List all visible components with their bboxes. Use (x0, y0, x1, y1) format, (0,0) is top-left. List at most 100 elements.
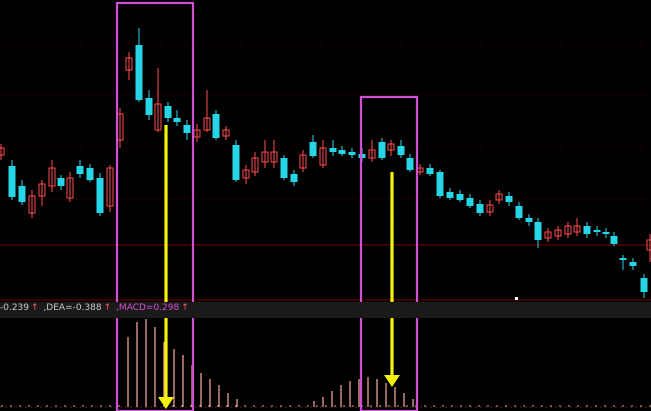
dif-arrow-icon: ↑ (31, 303, 39, 313)
candle-9 (86, 164, 94, 182)
candle-50 (486, 200, 494, 216)
candle-47 (456, 190, 464, 202)
arrow-0 (158, 125, 174, 409)
candle-17 (164, 102, 172, 122)
candle-body (534, 222, 542, 240)
candle-56 (544, 228, 552, 242)
macd-histogram (1, 319, 651, 407)
dea-arrow-icon: ↑ (103, 303, 112, 313)
candle-body (232, 145, 240, 180)
candle-58 (564, 222, 572, 238)
highlight-box-0 (115, 1, 195, 411)
candle-63 (610, 232, 618, 246)
macd-arrow-icon: ↑ (181, 303, 189, 313)
candle-body (173, 118, 181, 122)
highlight-box-1 (359, 95, 419, 411)
candle-body (135, 45, 143, 100)
candle-body (212, 114, 220, 138)
candle-24 (232, 140, 240, 182)
candle-40 (387, 140, 395, 156)
candle-body (338, 150, 346, 154)
candle-body (290, 174, 298, 182)
candle-57 (554, 226, 562, 240)
candle-body (456, 194, 464, 200)
candle-body (573, 225, 581, 233)
candle-8 (76, 160, 84, 178)
candle-body (486, 204, 494, 213)
candle-body (387, 143, 395, 151)
macd-value: ,MACD=0.298 (116, 303, 180, 313)
candle-body (619, 258, 627, 260)
candle-body (154, 103, 162, 131)
candle-body (583, 226, 591, 234)
candle-30 (290, 170, 298, 186)
indicator-bar (0, 302, 651, 318)
candle-65 (629, 258, 637, 270)
candle-46 (446, 188, 454, 200)
candle-body (466, 198, 474, 206)
candle-body (8, 166, 16, 197)
candle-5 (48, 160, 56, 192)
candle-62 (602, 228, 610, 238)
candle-22 (212, 110, 220, 140)
candle-body (593, 230, 601, 232)
candle-0 (0, 144, 5, 160)
candle-39 (378, 138, 386, 160)
indicator-readout: -0.239 ↑ ,DEA=-0.388 ↑ ,MACD=0.298 ↑ (0, 303, 191, 313)
candle-body (436, 172, 444, 196)
candle-body (86, 168, 94, 180)
candle-61 (593, 226, 601, 236)
candle-64 (619, 255, 627, 270)
candle-body (646, 239, 651, 251)
candlestick-series (0, 28, 651, 298)
candle-35 (338, 146, 346, 156)
candle-20 (193, 124, 201, 142)
candle-body (76, 166, 84, 174)
candle-body (515, 206, 523, 218)
candle-body (406, 158, 414, 170)
dea-value: ,DEA=-0.388 (43, 303, 102, 313)
candle-45 (436, 170, 444, 198)
candle-body (525, 218, 533, 222)
arrow-1 (384, 172, 400, 387)
candle-body (329, 148, 337, 152)
candle-13 (125, 52, 133, 80)
candle-body (66, 177, 74, 199)
dif-value: -0.239 (0, 303, 30, 313)
candle-67 (646, 234, 651, 262)
candle-55 (534, 218, 542, 248)
candle-54 (525, 214, 533, 226)
candle-body (368, 149, 376, 159)
candle-body (495, 193, 503, 201)
candle-29 (280, 155, 288, 180)
candle-body (57, 178, 65, 186)
candle-body (348, 152, 356, 155)
candle-body (222, 129, 230, 137)
candle-body (446, 192, 454, 198)
candle-52 (505, 192, 513, 206)
candle-body (0, 147, 5, 156)
candle-33 (319, 140, 327, 168)
down-arrows (158, 125, 400, 409)
candle-27 (261, 140, 269, 168)
candle-44 (426, 164, 434, 176)
candle-34 (329, 140, 337, 156)
candle-16 (154, 68, 162, 132)
candle-11 (106, 165, 114, 212)
candle-body (554, 229, 562, 237)
candle-body (640, 278, 648, 292)
candle-body (319, 147, 327, 166)
candle-body (38, 183, 46, 197)
candle-body (544, 231, 552, 239)
candle-body (28, 195, 36, 214)
candle-body (299, 154, 307, 169)
candle-body (426, 168, 434, 174)
highlight-boxes (115, 1, 419, 411)
candle-body (18, 186, 26, 202)
candle-body (106, 167, 114, 207)
candle-32 (309, 135, 317, 158)
candle-23 (222, 126, 230, 140)
candle-body (564, 225, 572, 235)
candle-body (261, 151, 269, 163)
candle-body (203, 117, 211, 131)
